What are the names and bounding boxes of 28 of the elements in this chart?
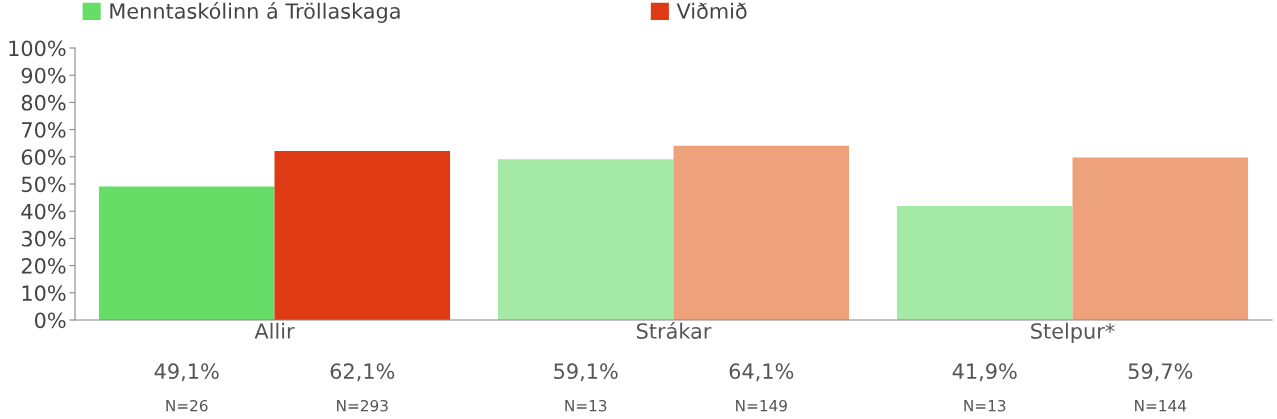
data-label: 49,1% N=26 (154, 363, 219, 412)
y-tick-label: 80% (21, 94, 66, 111)
y-tick-label: 60% (21, 149, 66, 166)
y-tick-label: 10% (22, 285, 66, 302)
data-label: 41,9% N=13 (952, 363, 1017, 412)
y-tick-label: 0% (34, 312, 66, 329)
data-label: 59,1% N=13 (554, 363, 618, 412)
legend-label: Viðmið (676, 2, 747, 19)
x-tick-label: Stelpur* (1031, 322, 1115, 343)
x-tick-label: Allir (254, 322, 295, 339)
data-label: 64,1% N=149 (729, 363, 794, 412)
y-tick-label: 50% (21, 176, 66, 193)
bar (497, 159, 674, 320)
bar (274, 151, 451, 320)
x-tick-label: Strákar (637, 321, 712, 339)
y-tick-label: 90% (21, 67, 66, 84)
bar (98, 186, 275, 320)
bar (896, 206, 1073, 320)
bar (673, 145, 850, 320)
y-tick-label: 20% (21, 258, 66, 274)
y-tick-label: 70% (22, 122, 66, 138)
y-tick-label: 40% (21, 203, 66, 220)
data-label: 59,7% N=144 (1128, 363, 1193, 412)
bar (1072, 157, 1249, 320)
data-label: 62,1% N=293 (330, 363, 395, 412)
legend-label: Menntaskólinn á Tröllaskaga (110, 1, 400, 23)
y-tick-label: 30% (21, 230, 66, 247)
y-tick-label: 100% (9, 40, 66, 57)
